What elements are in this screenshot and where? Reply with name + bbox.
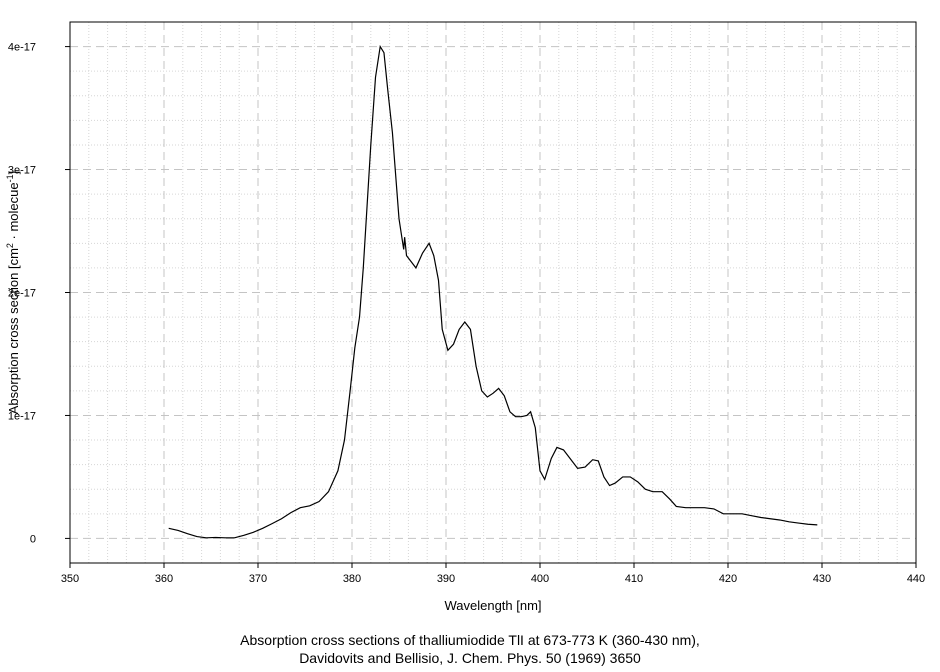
caption-line-1: Absorption cross sections of thalliumiod… <box>240 632 700 648</box>
y-tick-label: 1e-17 <box>8 410 36 422</box>
x-tick-label: 390 <box>437 573 455 585</box>
y-axis-label-sup2: -1 <box>5 174 15 182</box>
y-axis-label-base: Absorption cross section [cm <box>6 248 21 414</box>
y-tick-label: 0 <box>30 533 36 545</box>
x-tick-label: 370 <box>249 573 267 585</box>
x-tick-label: 380 <box>343 573 361 585</box>
x-tick-label: 420 <box>719 573 737 585</box>
caption-line-2: Davidovits and Bellisio, J. Chem. Phys. … <box>299 650 641 666</box>
x-tick-label: 410 <box>625 573 643 585</box>
y-tick-label: 3e-17 <box>8 165 36 177</box>
x-tick-label: 430 <box>813 573 831 585</box>
y-axis: 0 1e-17 2e-17 3e-17 4e-17 <box>8 42 70 545</box>
series-line <box>168 44 818 539</box>
x-axis-label: Wavelength [nm] <box>444 598 541 613</box>
y-axis-label: Absorption cross section [cm2 · molecue-… <box>5 171 21 415</box>
y-tick-label: 2e-17 <box>8 288 36 300</box>
y-axis-label-sup1: 2 <box>5 243 15 248</box>
x-tick-label: 440 <box>907 573 925 585</box>
x-tick-label: 360 <box>155 573 173 585</box>
major-grid <box>70 22 916 563</box>
x-axis: 350 360 370 380 390 400 410 420 430 440 <box>61 563 925 585</box>
y-axis-label-end: ] <box>6 171 21 175</box>
x-tick-label: 350 <box>61 573 79 585</box>
y-axis-label-mid: · molecue <box>6 182 21 243</box>
x-tick-label: 400 <box>531 573 549 585</box>
y-tick-label: 4e-17 <box>8 42 36 54</box>
